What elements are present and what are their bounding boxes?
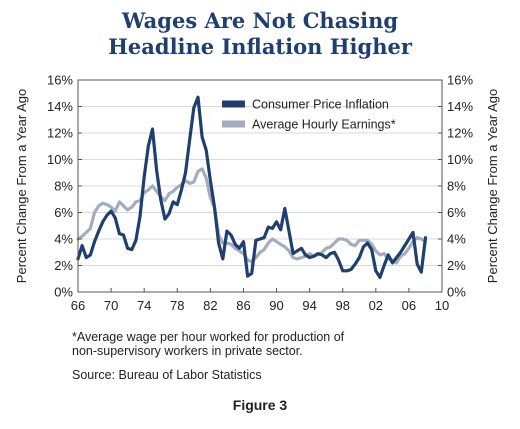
y-tick-label-right: 10%: [447, 152, 473, 167]
x-tick-label: 98: [335, 298, 349, 313]
tick-labels: 0% 0% 2% 2% 4% 4% 6% 6% 8% 8% 10% 10% 12% 12% 14% 14% 16…: [47, 73, 473, 314]
chart-title-line1: Wages Are Not Chasing: [121, 8, 399, 33]
y-tick-label-right: 12%: [447, 126, 473, 141]
source-note: Source: Bureau of Labor Statistics: [72, 368, 262, 382]
x-tick-label: 78: [170, 298, 184, 313]
series-line-cpi: [76, 95, 428, 279]
legend-label-cpi: Consumer Price Inflation: [252, 98, 389, 112]
y-tick-label-left: 8%: [54, 179, 73, 194]
x-tick-label: 02: [369, 298, 383, 313]
y-axis-label-left: Percent Change From a Year Ago: [14, 89, 29, 283]
grid: [78, 106, 442, 266]
series-group: [76, 95, 428, 279]
y-tick-label-right: 14%: [447, 99, 473, 114]
y-tick-label-right: 0%: [447, 285, 466, 300]
x-tick-label: 82: [203, 298, 217, 313]
legend-label-earnings: Average Hourly Earnings*: [252, 118, 396, 132]
y-tick-label-left: 0%: [54, 285, 73, 300]
y-tick-label-left: 4%: [54, 232, 73, 247]
chart-title-line2: Headline Inflation Higher: [108, 34, 412, 59]
x-tick-label: 66: [71, 298, 85, 313]
x-tick-label: 10: [435, 298, 449, 313]
y-axis-label-right: Percent Change From a Year Ago: [485, 89, 500, 283]
x-tick-label: 06: [402, 298, 416, 313]
y-tick-label-left: 12%: [47, 126, 73, 141]
y-tick-label-left: 10%: [47, 152, 73, 167]
figure-label: Figure 3: [232, 397, 288, 413]
footnote-line2: non-supervisory workers in private secto…: [72, 344, 303, 358]
x-tick-label: 70: [104, 298, 118, 313]
y-tick-label-right: 16%: [447, 73, 473, 88]
x-tick-label: 90: [269, 298, 283, 313]
x-tick-label: 94: [302, 298, 316, 313]
y-tick-label-right: 4%: [447, 232, 466, 247]
x-tick-label: 86: [236, 298, 250, 313]
y-tick-label-left: 6%: [54, 205, 73, 220]
y-tick-label-right: 2%: [447, 258, 466, 273]
footnote-line1: *Average wage per hour worked for produc…: [72, 330, 345, 344]
x-tick-label: 74: [137, 298, 151, 313]
y-tick-label-left: 14%: [47, 99, 73, 114]
legend: Consumer Price Inflation Average Hourly …: [222, 98, 396, 132]
y-tick-label-left: 2%: [54, 258, 73, 273]
y-tick-label-right: 6%: [447, 205, 466, 220]
y-tick-label-right: 8%: [447, 179, 466, 194]
y-tick-label-left: 16%: [47, 73, 73, 88]
